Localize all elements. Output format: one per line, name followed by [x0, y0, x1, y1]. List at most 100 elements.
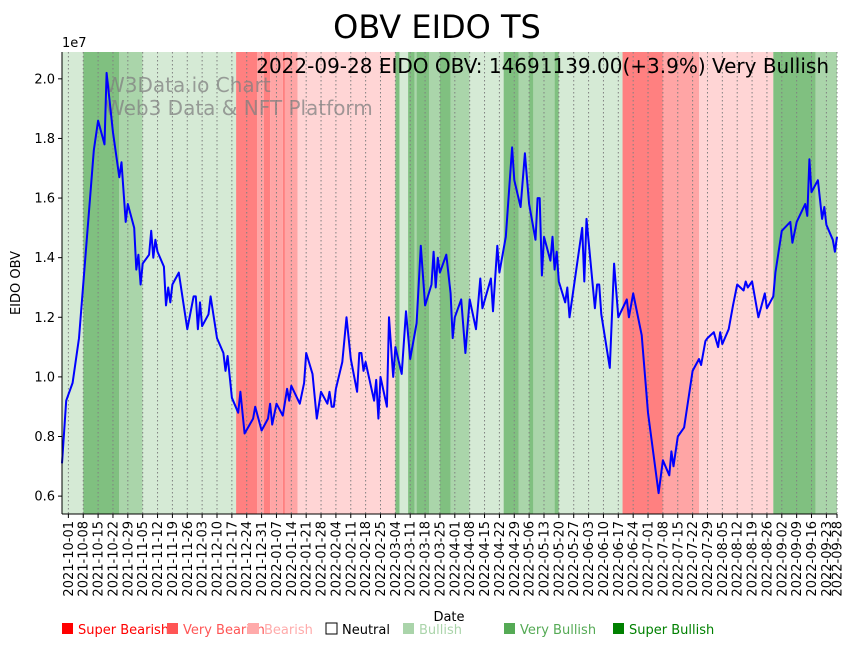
band-super-bullish	[439, 52, 451, 514]
x-tick-label: 2021-10-15	[92, 521, 107, 597]
watermark-line-2: Web3 Data & NFT Platform	[105, 96, 373, 120]
band-bullish	[142, 52, 237, 514]
x-tick-label: 2021-11-26	[181, 521, 196, 597]
band-super-bearish	[622, 52, 663, 514]
y-tick-label: 2.0	[34, 72, 55, 87]
legend-swatch	[504, 623, 515, 634]
legend: Super Bearish Very Bearish Bearish Neutral B…	[62, 622, 714, 638]
y-tick-label: 0.8	[34, 430, 55, 445]
band-very-bullish	[119, 52, 143, 514]
band-super-bullish	[503, 52, 519, 514]
x-tick-label: 2022-01-14	[285, 521, 300, 597]
x-tick-label: 2022-04-22	[493, 521, 508, 597]
band-very-bearish	[270, 52, 283, 514]
band-super-bullish	[395, 52, 400, 514]
x-tick-label: 2022-04-01	[448, 521, 463, 597]
x-tick-label: 2022-07-29	[701, 521, 716, 597]
x-tick-label: 2022-08-05	[716, 521, 731, 597]
legend-swatch	[613, 623, 624, 634]
x-tick-label: 2022-04-29	[508, 521, 523, 597]
band-bearish	[698, 52, 774, 514]
y-tick-label: 1.2	[34, 311, 55, 326]
x-tick-label: 2021-11-19	[166, 521, 181, 597]
legend-label: Super Bearish	[78, 623, 169, 638]
x-tick-label: 2022-06-17	[612, 521, 627, 597]
legend-label: Super Bullish	[629, 623, 714, 638]
legend-swatch	[167, 623, 178, 634]
x-tick-label: 2022-09-09	[790, 521, 805, 597]
legend-label: Very Bearish	[183, 623, 265, 638]
x-tick-label: 2021-12-10	[211, 521, 226, 597]
x-tick-label: 2022-07-08	[656, 521, 671, 597]
x-tick-label: 2022-09-16	[805, 521, 820, 597]
chart-title: OBV EIDO TS	[333, 8, 541, 46]
x-tick-label: 2022-03-11	[404, 521, 419, 597]
x-tick-label: 2022-08-12	[731, 521, 746, 597]
band-very-bullish	[450, 52, 470, 514]
y-multiplier-label: 1e7	[62, 36, 87, 51]
latest-value-annotation: 2022-09-28 EIDO OBV: 14691139.00(+3.9%) …	[256, 54, 829, 78]
x-tick-label: 2022-06-24	[627, 521, 642, 597]
x-tick-label: 2022-07-22	[686, 521, 701, 597]
band-super-bullish	[529, 52, 534, 514]
x-tick-label: 2021-12-24	[240, 521, 255, 597]
x-tick-label: 2022-05-06	[523, 521, 538, 597]
watermark-line-1: W3Data.io Chart	[105, 73, 271, 97]
x-tick-label: 2022-03-04	[389, 521, 404, 597]
legend-item-very-bearish: Very Bearish	[167, 623, 265, 638]
x-tick-label: 2022-07-01	[642, 521, 657, 597]
band-bullish	[62, 52, 84, 514]
series-layer	[61, 71, 838, 495]
x-tick-label: 2021-12-03	[196, 521, 211, 597]
x-tick-label: 2021-10-22	[106, 521, 121, 597]
band-bullish	[558, 52, 623, 514]
x-tick-label: 2022-02-25	[374, 521, 389, 597]
x-tick-label: 2022-03-25	[433, 521, 448, 597]
legend-item-very-bullish: Very Bullish	[504, 623, 596, 638]
x-tick-label: 2021-10-08	[77, 521, 92, 597]
x-tick-label: 2022-03-18	[419, 521, 434, 597]
y-tick-label: 1.8	[34, 132, 55, 147]
band-very-bullish	[815, 52, 837, 514]
x-tick-label: 2022-04-08	[463, 521, 478, 597]
x-tick-label: 2021-11-05	[136, 521, 151, 597]
x-tick-label: 2021-10-29	[121, 521, 136, 597]
band-very-bearish	[662, 52, 699, 514]
band-super-bullish	[83, 52, 120, 514]
legend-item-bearish: Bearish	[248, 623, 313, 638]
y-ticks: 0.6 0.8 1.0 1.2 1.4 1.6 1.8 2.0	[34, 72, 62, 505]
y-axis-label: EIDO OBV	[9, 251, 24, 315]
legend-swatch	[248, 623, 259, 634]
x-tick-label: 2022-01-21	[300, 521, 315, 597]
band-bullish	[469, 52, 504, 514]
legend-item-super-bearish: Super Bearish	[62, 623, 169, 638]
band-super-bullish	[408, 52, 415, 514]
legend-label: Very Bullish	[520, 623, 596, 638]
legend-swatch	[62, 623, 73, 634]
x-tick-label: 2022-05-27	[567, 521, 582, 597]
x-tick-label: 2022-01-28	[315, 521, 330, 597]
y-tick-label: 1.4	[34, 251, 55, 266]
x-tick-label: 2021-10-01	[62, 521, 77, 597]
band-bullish	[399, 52, 409, 514]
legend-label: Bullish	[419, 623, 462, 638]
y-tick-label: 1.6	[34, 192, 55, 207]
x-tick-label: 2022-04-15	[478, 521, 493, 597]
band-very-bullish	[533, 52, 555, 514]
band-super-bullish	[773, 52, 816, 514]
series-line-obv	[61, 71, 838, 495]
x-tick-label: 2022-05-13	[537, 521, 552, 597]
band-very-bullish	[414, 52, 417, 514]
legend-swatch	[325, 622, 338, 635]
x-tick-label: 2022-02-04	[329, 521, 344, 597]
x-tick-label: 2021-12-31	[255, 521, 270, 597]
x-tick-label: 2022-09-02	[775, 521, 790, 597]
legend-swatch	[403, 623, 414, 634]
band-very-bullish	[518, 52, 530, 514]
legend-item-super-bullish: Super Bullish	[613, 623, 714, 638]
band-bearish	[297, 52, 396, 514]
x-tick-label: 2022-08-26	[760, 521, 775, 597]
band-super-bearish	[263, 52, 271, 514]
band-super-bearish	[282, 52, 285, 514]
x-tick-label: 2022-07-15	[671, 521, 686, 597]
